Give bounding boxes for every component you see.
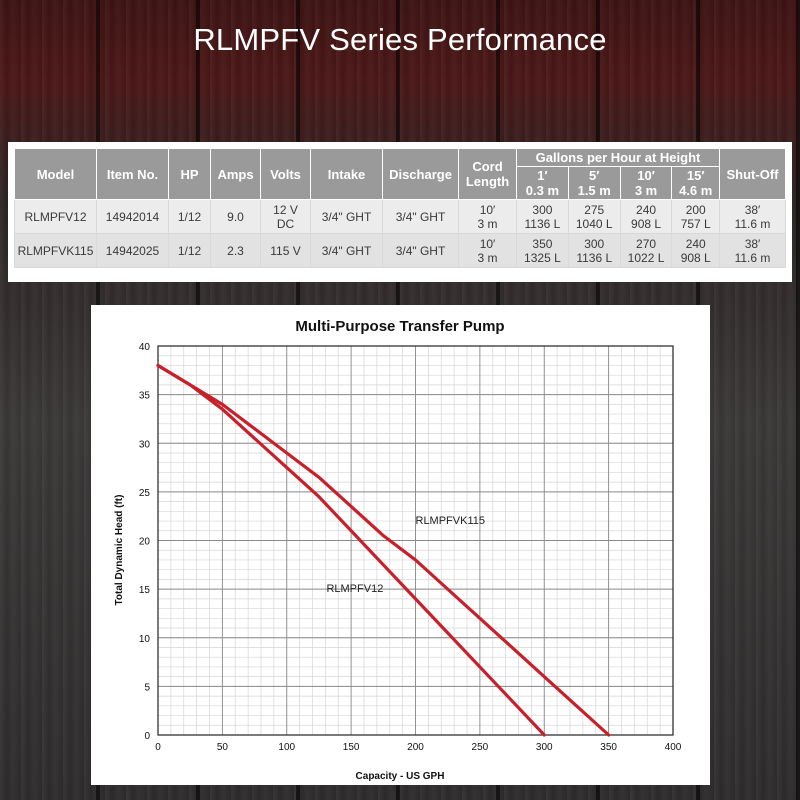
x-tick-label: 300 <box>536 742 553 753</box>
series-lines <box>156 363 611 737</box>
cell-gph: 300 1136 L <box>516 199 569 234</box>
tick-labels: 0 50 100 150 200 250 300 350 400 0 5 10 15 20 25 30 35 40 <box>139 342 682 753</box>
y-tick-label: 10 <box>139 634 151 645</box>
cell-item-no: 14942014 <box>96 199 169 234</box>
cell-hp: 1/12 <box>168 233 211 268</box>
cell-shutoff: 38′ 11.6 m <box>719 199 786 234</box>
cell-gph: 240 908 L <box>619 199 673 234</box>
cell-discharge: 3/4" GHT <box>382 233 459 268</box>
y-tick-label: 25 <box>139 488 151 499</box>
table-row: RLMPFVK115 14942025 1/12 2.3 115 V 3/4" … <box>14 233 786 268</box>
x-tick-label: 400 <box>665 742 682 753</box>
y-tick-label: 0 <box>144 731 150 742</box>
x-tick-label: 200 <box>407 742 424 753</box>
cell-item-no: 14942025 <box>96 233 169 268</box>
col-header-cord-length: Cord Length <box>458 148 517 200</box>
y-tick-label: 30 <box>139 439 151 450</box>
x-axis-label: Capacity - US GPH <box>356 771 445 782</box>
cell-gph: 275 1040 L <box>567 199 621 234</box>
chart-panel: Multi-Purpose Transfer Pump 0 50 100 150 200… <box>91 305 710 785</box>
x-tick-label: 50 <box>217 742 229 753</box>
col-header-discharge: Discharge <box>382 148 459 200</box>
y-axis-label: Total Dynamic Head (ft) <box>114 495 125 606</box>
series-label: RLMPFVK115 <box>416 515 486 527</box>
axes <box>157 345 674 736</box>
y-tick-label: 15 <box>139 585 151 596</box>
cell-volts: 115 V <box>260 233 311 268</box>
series-labels: RLMPFV12 RLMPFVK115 <box>326 515 485 595</box>
series-label: RLMPFV12 <box>326 583 383 595</box>
y-tick-label: 20 <box>139 537 151 548</box>
cell-model: RLMPFVK115 <box>14 233 97 268</box>
col-header-shutoff: Shut-Off <box>719 148 786 200</box>
x-tick-label: 150 <box>343 742 360 753</box>
cell-gph: 300 1136 L <box>567 233 621 268</box>
cell-discharge: 3/4" GHT <box>382 199 459 234</box>
col-header-gph-group: Gallons per Hour at Height <box>516 148 720 167</box>
col-header-height-3: 10′ 3 m <box>619 166 673 200</box>
table-row: RLMPFV12 14942014 1/12 9.0 12 V DC 3/4" … <box>14 199 786 234</box>
series-line-rlmpfv12 <box>156 363 546 737</box>
cell-model: RLMPFV12 <box>14 199 97 234</box>
cell-cord: 10′ 3 m <box>458 199 517 234</box>
x-tick-label: 250 <box>472 742 489 753</box>
x-tick-label: 350 <box>600 742 617 753</box>
col-header-height-4: 15′ 4.6 m <box>671 166 720 200</box>
col-header-height-2: 5′ 1.5 m <box>567 166 621 200</box>
cell-intake: 3/4" GHT <box>310 233 383 268</box>
spec-table: Model Item No. HP Amps Volts Intake Disc… <box>14 148 786 268</box>
cell-cord: 10′ 3 m <box>458 233 517 268</box>
cell-volts: 12 V DC <box>260 199 311 234</box>
spec-table-panel: Model Item No. HP Amps Volts Intake Disc… <box>8 142 792 282</box>
y-tick-label: 35 <box>139 391 151 402</box>
cell-gph: 270 1022 L <box>619 233 673 268</box>
col-header-model: Model <box>14 148 97 200</box>
chart-title: Multi-Purpose Transfer Pump <box>295 318 504 335</box>
cell-hp: 1/12 <box>168 199 211 234</box>
col-header-item-no: Item No. <box>96 148 169 200</box>
page-title: RLMPFV Series Performance <box>193 22 607 57</box>
cell-amps: 9.0 <box>210 199 261 234</box>
col-header-hp: HP <box>168 148 211 200</box>
cell-gph: 240 908 L <box>671 233 720 268</box>
cell-intake: 3/4" GHT <box>310 199 383 234</box>
performance-chart: Multi-Purpose Transfer Pump 0 50 100 150 200… <box>114 318 682 782</box>
y-tick-label: 5 <box>144 682 150 693</box>
cell-shutoff: 38′ 11.6 m <box>719 233 786 268</box>
col-header-volts: Volts <box>260 148 311 200</box>
series-line-rlmpfvk115 <box>156 363 611 737</box>
cell-amps: 2.3 <box>210 233 261 268</box>
col-header-amps: Amps <box>210 148 261 200</box>
plot-frame <box>157 345 674 736</box>
col-header-height-1: 1′ 0.3 m <box>516 166 569 200</box>
x-tick-label: 0 <box>155 742 161 753</box>
cell-gph: 200 757 L <box>671 199 720 234</box>
y-tick-label: 40 <box>139 342 151 353</box>
cell-gph: 350 1325 L <box>516 233 569 268</box>
x-tick-label: 100 <box>278 742 295 753</box>
col-header-intake: Intake <box>310 148 383 200</box>
